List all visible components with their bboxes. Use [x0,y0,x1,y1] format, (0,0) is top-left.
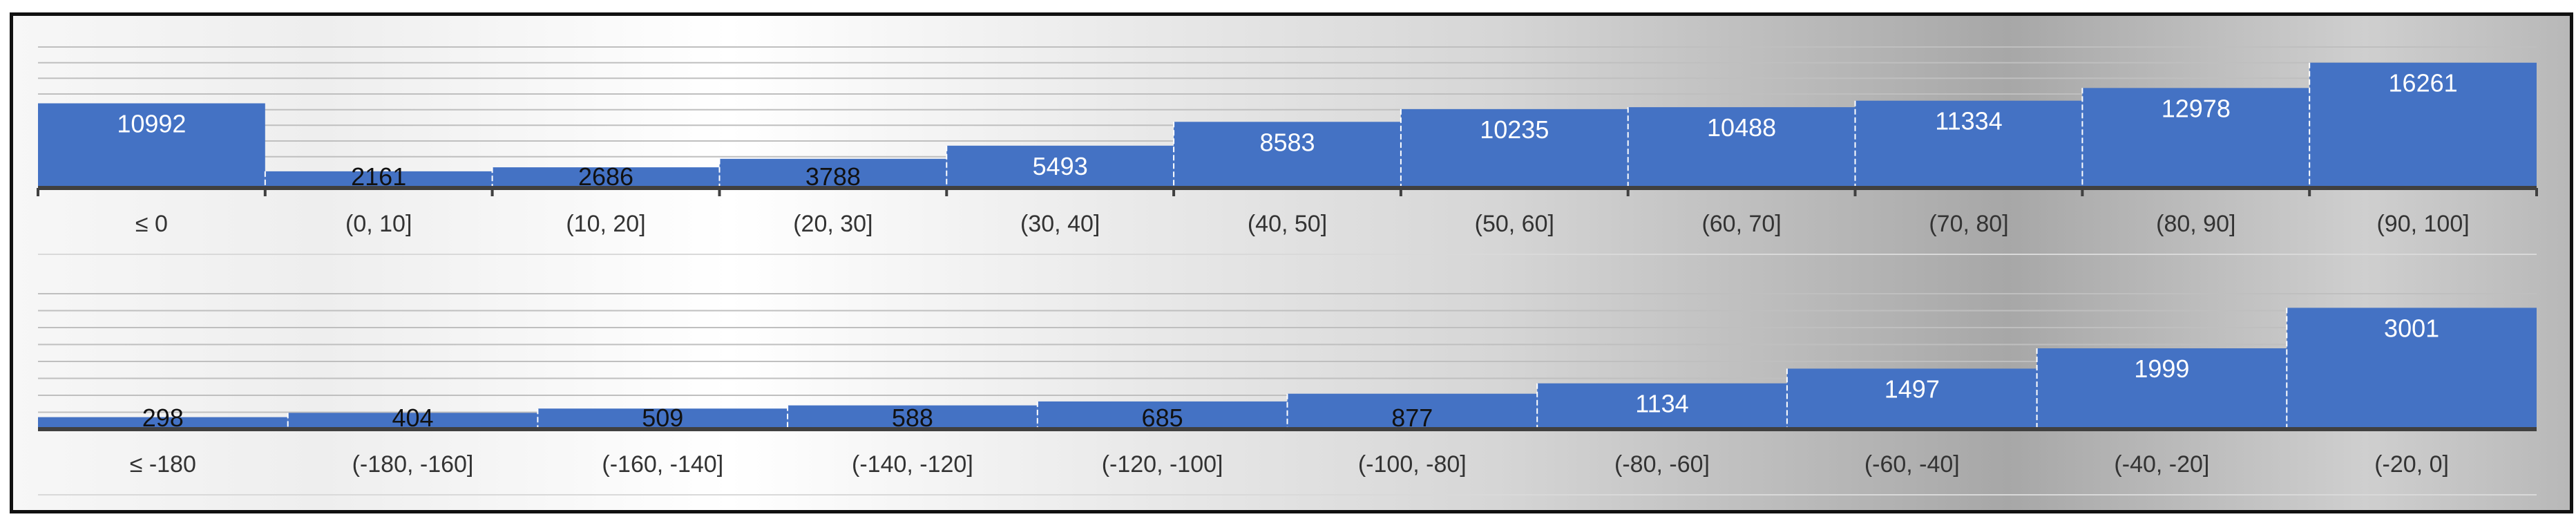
histogram-bar [2036,348,2287,429]
bar-value-label: 5493 [1033,152,1088,180]
category-tick-label: (-160, -140] [602,451,723,478]
histogram-bar [719,158,947,188]
histogram-bar [1786,368,2037,429]
histogram-bar [537,408,788,429]
histogram-bar [788,405,1038,429]
histogram-bar [2309,62,2537,188]
category-tick-label: (60, 70] [1701,211,1781,237]
category-tick-label: (0, 10] [345,211,412,237]
bar-value-label: 10235 [1480,115,1549,144]
category-tick-label: (20, 30] [793,211,872,237]
histogram-bar [1855,100,2083,188]
histogram-bar [2287,308,2537,429]
bar-value-label: 12978 [2162,94,2231,122]
histogram-bar [946,145,1174,188]
histogram-bar [1174,122,1401,188]
category-tick-label: (-120, -100] [1102,451,1223,478]
category-tick-label: ≤ -180 [130,451,196,478]
category-tick-label: (50, 60] [1475,211,1554,237]
category-tick-label: (-40, -20] [2114,451,2209,478]
category-tick-label: (-180, -160] [352,451,474,478]
histogram-bar [38,417,288,429]
histogram-bar [1537,383,1787,429]
category-tick-label: (40, 50] [1248,211,1327,237]
category-tick-label: (-140, -120] [852,451,973,478]
category-tick-label: ≤ 0 [135,211,168,237]
category-tick-label: (-100, -80] [1358,451,1467,478]
histogram-bar [1400,108,1628,188]
bar-value-label: 10488 [1707,113,1776,142]
category-tick-label: (10, 20] [566,211,645,237]
bar-value-label: 10992 [117,110,186,138]
histogram-bar [1287,393,1538,429]
histogram-bar [2082,88,2310,188]
bar-value-label: 11334 [1935,107,2002,135]
category-tick-label: (-20, 0] [2374,451,2449,478]
category-tick-label: (30, 40] [1020,211,1100,237]
histogram-bar [287,413,538,429]
histogram-bar [265,171,493,188]
bar-value-label: 1134 [1635,390,1688,418]
category-tick-label: (-60, -40] [1864,451,1960,478]
bar-value-label: 8583 [1259,128,1315,156]
category-tick-label: (90, 100] [2376,211,2469,237]
bar-value-label: 16261 [2389,69,2458,97]
category-tick-label: (70, 80] [1929,211,2008,237]
category-tick-label: (-80, -60] [1614,451,1710,478]
category-tick-label: (80, 90] [2156,211,2235,237]
histogram-bar [1037,401,1288,429]
histogram-bar [38,103,265,188]
bar-value-label: 1497 [1885,375,1940,403]
bar-value-label: 1999 [2134,355,2189,383]
bar-value-label: 3001 [2384,314,2439,342]
histogram-bar [492,167,720,188]
histogram-bar [1628,107,1855,188]
